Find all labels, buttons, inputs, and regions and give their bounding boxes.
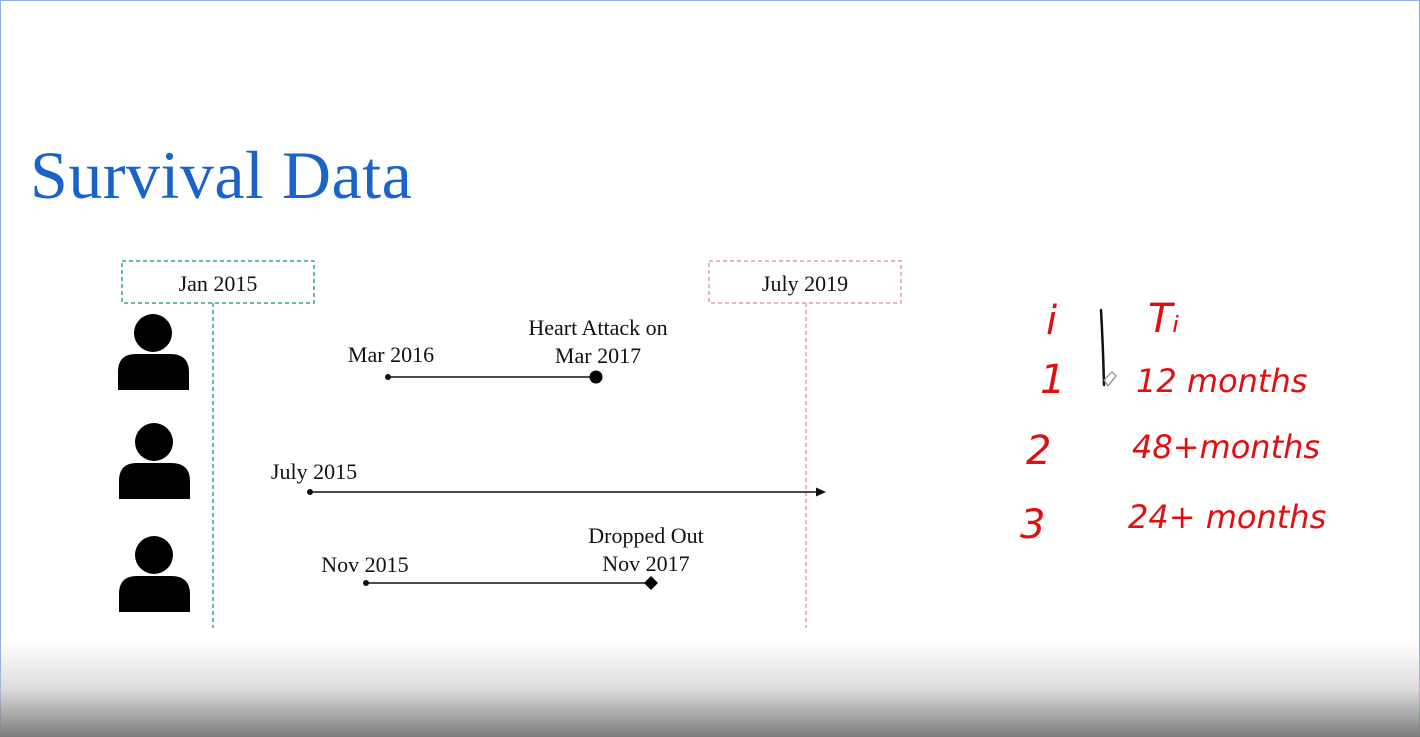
hand-header-t: Tᵢ <box>1148 296 1180 342</box>
patient-1-start-dot <box>385 374 391 380</box>
slide-title: Survival Data <box>30 137 413 213</box>
end-date-label: July 2019 <box>762 271 848 296</box>
person-icon-2 <box>119 423 190 499</box>
start-date-label: Jan 2015 <box>179 271 258 296</box>
patient-1-event-label-line2: Mar 2017 <box>555 343 641 368</box>
patient-1-start-label: Mar 2016 <box>348 342 434 367</box>
patient-1-event-marker <box>589 370 603 384</box>
hand-row-2-i: 2 <box>1026 428 1051 474</box>
hand-row-3-i: 3 <box>1020 502 1045 548</box>
hand-row-2-t: 48+months <box>1132 428 1320 466</box>
patient-2-start-dot <box>307 489 313 495</box>
patient-3-start-label: Nov 2015 <box>321 552 408 577</box>
hand-row-3-t: 24+ months <box>1128 498 1326 536</box>
hand-divider <box>1099 308 1106 387</box>
patient-2-start-label: July 2015 <box>271 459 357 484</box>
patient-3-event-label-line2: Nov 2017 <box>602 551 689 576</box>
hand-header-i: i <box>1046 298 1057 344</box>
patient-2-arrow-head <box>816 487 826 497</box>
start-date-box <box>121 260 315 304</box>
pen-cursor-icon <box>1103 371 1117 388</box>
end-date-box <box>708 260 902 304</box>
patient-3-event-label-line1: Dropped Out <box>588 523 703 548</box>
hand-row-1-i: 1 <box>1040 357 1065 403</box>
patient-1-event-label-line1: Heart Attack on <box>528 315 667 340</box>
patient-3-start-dot <box>363 580 369 586</box>
person-icon-3 <box>119 536 190 612</box>
patient-3-dropout-marker <box>644 576 658 590</box>
person-icon-1 <box>118 314 189 390</box>
hand-row-1-t: 12 months <box>1136 362 1307 400</box>
